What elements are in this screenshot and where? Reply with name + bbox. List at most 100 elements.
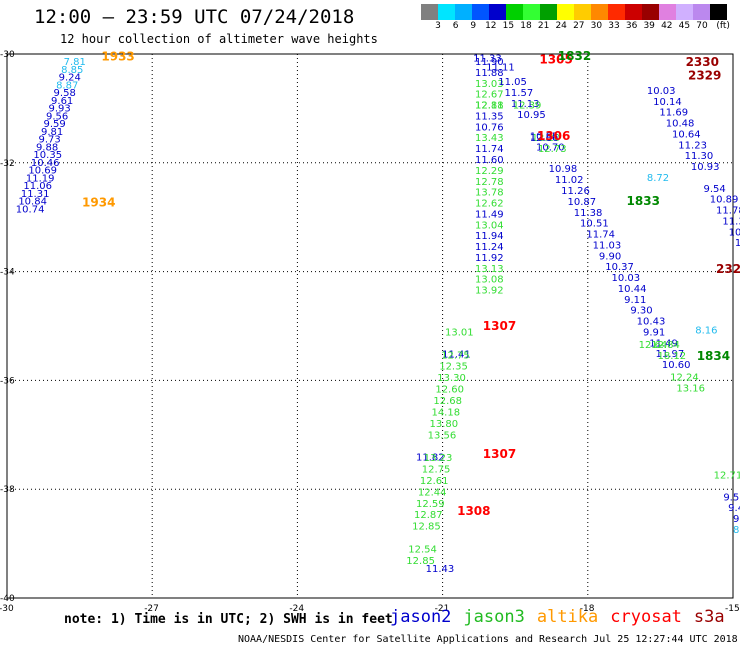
wave-height-value: 13.04 xyxy=(475,220,504,231)
wave-height-value: 8.72 xyxy=(647,173,669,184)
wave-height-value: 12.67 xyxy=(475,90,504,101)
wave-height-value: 10.93 xyxy=(691,162,720,173)
wave-height-value: 11.02 xyxy=(555,175,584,186)
wave-height-value: 11.82 xyxy=(416,453,445,464)
pass-time-label: 1305 xyxy=(539,52,572,66)
wave-height-value: 14.18 xyxy=(431,407,460,418)
wave-height-value: 11.92 xyxy=(475,253,504,264)
wave-height-value: 11.31 xyxy=(21,189,50,200)
wave-height-value: 10.37 xyxy=(605,262,634,273)
wave-height-value: 11.69 xyxy=(659,108,688,119)
pass-time-label: 1832 xyxy=(558,49,591,63)
wave-height-value: 11.43 xyxy=(426,564,455,575)
wave-height-value: 8 xyxy=(733,525,739,536)
pass-time-label: 1834 xyxy=(697,349,730,363)
wave-height-value: 11.33 xyxy=(473,53,502,64)
wave-height-value: 7.81 xyxy=(64,57,86,68)
legend-item-cryosat: cryosat xyxy=(610,607,682,627)
colorbar-label: (ft) xyxy=(716,21,730,31)
wave-height-value: 12.54 xyxy=(408,544,437,555)
lon-tick-label: -27 xyxy=(144,604,159,614)
wave-height-value: 9.3 xyxy=(733,514,740,525)
lat-tick-label: -34 xyxy=(0,268,15,278)
footnote: note: 1) Time is in UTC; 2) SWH is in fe… xyxy=(64,612,393,627)
wave-height-value: 12.18 xyxy=(475,101,504,112)
wave-height-value: 9.90 xyxy=(599,251,621,262)
wave-height-value: 10.44 xyxy=(618,284,647,295)
colorbar-swatch xyxy=(659,4,676,20)
wave-height-value: 12.81 xyxy=(475,101,504,112)
wave-height-colorbar xyxy=(421,4,727,20)
wave-height-value: 10.64 xyxy=(672,129,701,140)
wave-height-value: 10.48 xyxy=(666,119,695,130)
wave-height-value: 10.60 xyxy=(662,360,691,371)
pass-time-label: 1306 xyxy=(537,129,570,143)
wave-height-value: 11.06 xyxy=(23,181,52,192)
wave-height-value: 12.35 xyxy=(439,362,468,373)
wave-height-value: 9.54 xyxy=(703,184,725,195)
wave-height-value: 11.38 xyxy=(574,208,603,219)
pass-time-label: 2329 xyxy=(688,69,721,83)
colorbar-label: 18 xyxy=(520,21,532,31)
colorbar-swatch xyxy=(710,4,727,20)
wave-height-value: 10.95 xyxy=(517,110,546,121)
wave-height-value: 10.14 xyxy=(653,97,682,108)
wave-height-value: 11.23 xyxy=(678,140,707,151)
legend-item-s3a: s3a xyxy=(693,607,725,627)
colorbar-swatch xyxy=(506,4,523,20)
wave-height-value: 9.88 xyxy=(36,142,58,153)
wave-height-value: 12.20 xyxy=(532,133,561,144)
wave-height-value: 10.85 xyxy=(530,132,559,143)
colorbar-swatch xyxy=(625,4,642,20)
lon-tick-label: -30 xyxy=(0,604,14,614)
pass-time-label: 1933 xyxy=(101,50,134,64)
wave-height-value: 10.87 xyxy=(567,197,596,208)
axis-ticks: -30 -27 -24 -21 -18 -15 -30 -32 -34 -36 -38 -40 xyxy=(0,50,740,614)
wave-height-value: 12.29 xyxy=(475,166,504,177)
colorbar-label: 24 xyxy=(555,21,567,31)
colorbar-labels: 3 6 9 12 15 18 21 24 27 30 33 36 39 42 45 70 (ft) xyxy=(421,21,740,35)
wave-height-value: 9.58 xyxy=(54,88,76,99)
lat-tick-label: -38 xyxy=(0,485,15,495)
wave-height-value: 13.08 xyxy=(475,275,504,286)
wave-height-value: 12.24 xyxy=(670,373,699,384)
colorbar-swatch xyxy=(574,4,591,20)
wave-height-value: 12.85 xyxy=(406,556,435,567)
wave-height-value: 11.78 xyxy=(716,206,740,217)
wave-height-value: 12.59 xyxy=(416,499,445,510)
colorbar-swatch xyxy=(676,4,693,20)
colorbar-label: 21 xyxy=(537,21,550,31)
wave-height-value: 9.11 xyxy=(624,295,646,306)
wave-height-value: 10.76 xyxy=(475,122,504,133)
wave-height-value: 13.43 xyxy=(475,133,504,144)
pass-time-label: 1308 xyxy=(457,504,490,518)
pass-time-label: 1307 xyxy=(483,319,516,333)
colorbar-swatch xyxy=(557,4,574,20)
wave-height-value: 10.51 xyxy=(580,219,609,230)
colorbar-swatch xyxy=(693,4,710,20)
wave-height-value: 11.74 xyxy=(586,230,615,241)
wave-height-value: 11.24 xyxy=(475,242,504,253)
wave-height-value: 12.86 xyxy=(530,133,559,144)
wave-height-value: 12.62 xyxy=(475,199,504,210)
wave-height-value: 11.90 xyxy=(475,57,504,68)
wave-height-value: 9.91 xyxy=(643,327,665,338)
wave-height-value: 10.47 xyxy=(729,227,740,238)
wave-height-value: 10.70 xyxy=(536,142,565,153)
wave-height-value: 11.60 xyxy=(475,155,504,166)
colorbar-label: 39 xyxy=(643,21,655,31)
lon-tick-label: -18 xyxy=(580,604,595,614)
colorbar-swatch xyxy=(472,4,489,20)
lat-tick-label: -32 xyxy=(0,159,15,169)
wave-height-value: 13.23 xyxy=(424,453,453,464)
colorbar-swatch xyxy=(540,4,557,20)
colorbar-swatch xyxy=(591,4,608,20)
wave-height-points: 7.818.859.248.879.589.619.939.569.599.81… xyxy=(16,53,740,575)
wave-height-value: 10.03 xyxy=(612,273,641,284)
wave-height-value: 9.56 xyxy=(46,111,68,122)
wave-height-value: 12.71 xyxy=(714,471,740,482)
wave-height-value: 12.84 xyxy=(651,340,680,351)
credit-footer: NOAA/NESDIS Center for Satellite Applica… xyxy=(238,634,738,645)
map-frame xyxy=(6,53,734,599)
